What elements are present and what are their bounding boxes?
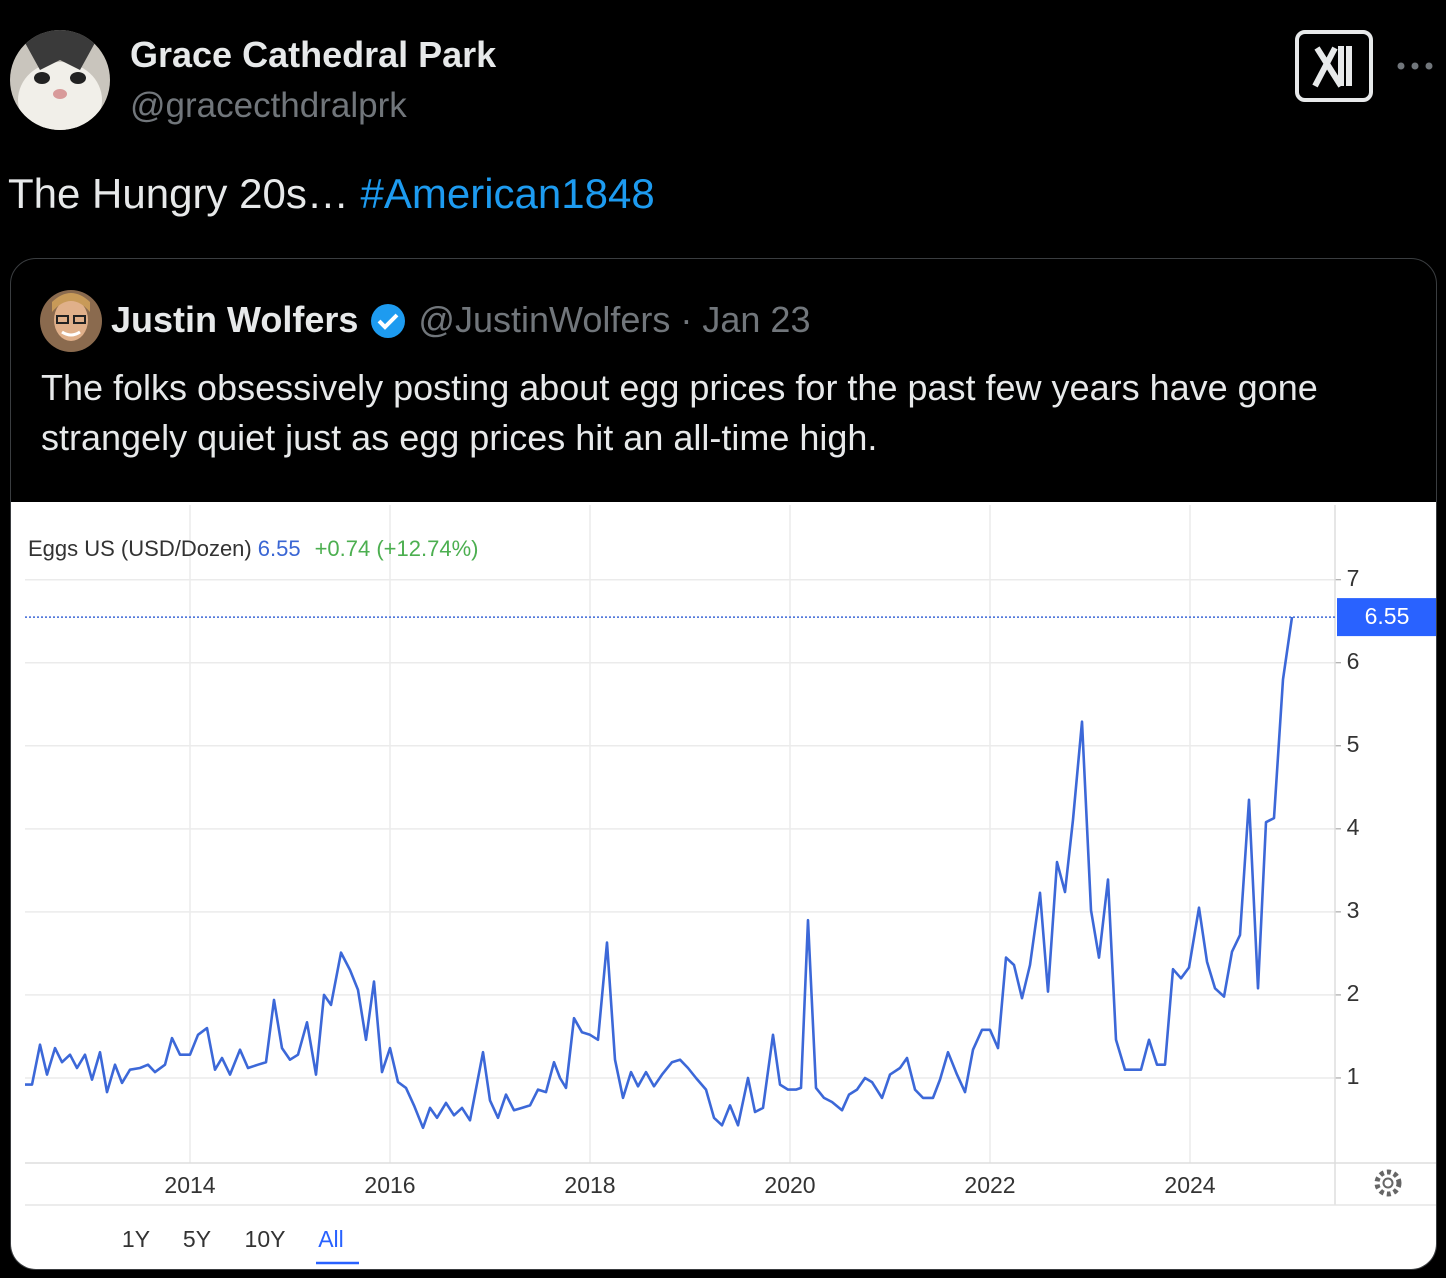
verified-badge	[371, 304, 406, 338]
quoted-name[interactable]: Justin Wolfers	[111, 299, 359, 340]
chart: 2014 2016 2018 2020 2022 202412345676.55Eggs …	[11, 502, 1436, 1269]
x-logo[interactable]	[1295, 30, 1375, 104]
y-tick-label: 3	[1347, 897, 1360, 923]
y-tick-label: 2	[1347, 980, 1360, 1006]
price-tag-label: 6.55	[1365, 603, 1410, 629]
chart-title: Eggs US (USD/Dozen)	[28, 536, 252, 561]
x-tick-label: 2014	[164, 1172, 215, 1198]
y-tick-label: 1	[1347, 1063, 1360, 1089]
y-tick-label: 7	[1347, 565, 1360, 591]
y-tick-label: 4	[1347, 814, 1360, 840]
y-tick-label: 6	[1347, 648, 1360, 674]
range-button[interactable]: 1Y	[122, 1226, 150, 1252]
x-tick-label: 2018	[564, 1172, 615, 1198]
x-tick-label: 2020	[764, 1172, 815, 1198]
chart-background	[11, 502, 1436, 1269]
quoted-tweet[interactable]: Justin Wolfers @JustinWolfers · Jan 23 T…	[10, 258, 1437, 1270]
separator: ·	[670, 299, 703, 340]
line-series	[25, 616, 1294, 1130]
author-handle[interactable]: @gracecthdralprk	[130, 86, 407, 125]
price-tag	[1337, 598, 1436, 637]
range-button[interactable]: 5Y	[183, 1226, 211, 1252]
quoted-text: The folks obsessively posting about egg …	[41, 367, 1318, 458]
x-tick-label: 2022	[964, 1172, 1015, 1198]
gear-hole	[1382, 1177, 1394, 1189]
last-value: 6.55	[258, 536, 301, 561]
price-change: +0.74 (+12.74%)	[315, 536, 479, 561]
x-tick-label: 2016	[364, 1172, 415, 1198]
avatar[interactable]	[10, 30, 110, 130]
quoted-date: Jan 23	[702, 299, 811, 340]
y-tick-label: 5	[1347, 731, 1360, 757]
tweet-text: The Hungry 20s… #American1848	[8, 170, 655, 218]
tweet-body: The Hungry 20s…	[8, 170, 349, 217]
more-button[interactable]	[1395, 58, 1435, 74]
hashtag[interactable]: #American1848	[360, 170, 655, 217]
range-button[interactable]: 10Y	[245, 1226, 286, 1252]
author-name[interactable]: Grace Cathedral Park	[130, 34, 497, 75]
quoted-header: Justin Wolfers @JustinWolfers · Jan 23	[111, 299, 810, 341]
quoted-handle[interactable]: @JustinWolfers	[418, 299, 671, 340]
x-tick-label: 2024	[1164, 1172, 1215, 1198]
settings-icon[interactable]	[1374, 1169, 1402, 1197]
gear-ring	[1374, 1169, 1402, 1197]
quoted-avatar	[40, 290, 102, 352]
range-button[interactable]: All	[318, 1226, 344, 1252]
